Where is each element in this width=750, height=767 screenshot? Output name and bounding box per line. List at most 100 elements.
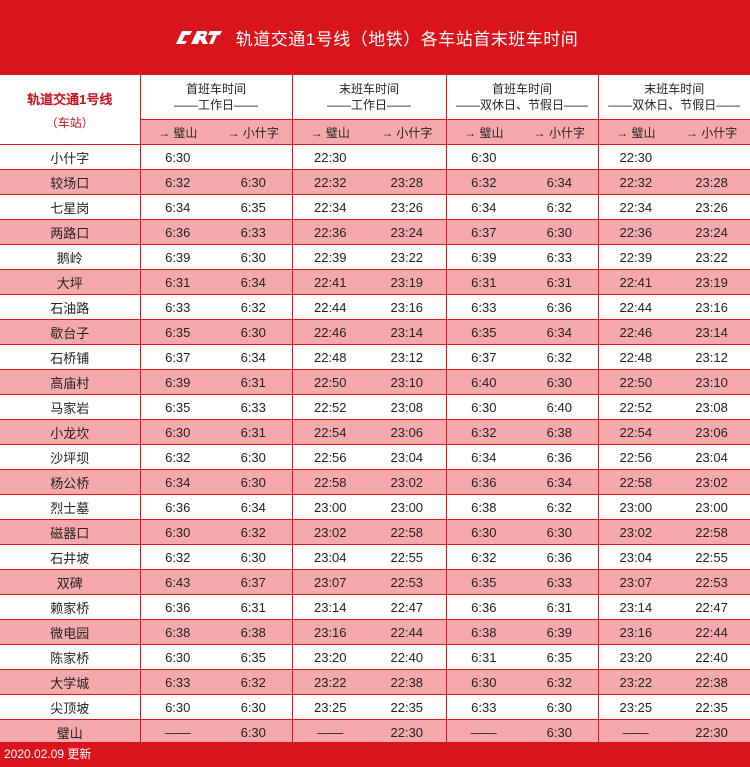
time-cell: 22:46 <box>292 319 369 345</box>
time-cell: 6:33 <box>446 294 522 320</box>
station-name: 陈家桥 <box>0 644 141 670</box>
time-cell: 6:30 <box>521 219 599 245</box>
time-cell: 22:56 <box>292 444 369 470</box>
time-cell: 6:30 <box>446 519 522 545</box>
time-cell: 6:39 <box>521 619 599 645</box>
time-cell: —— <box>140 719 215 744</box>
time-cell: 6:31 <box>215 419 293 445</box>
time-cell: 22:36 <box>598 219 674 245</box>
time-cell: 23:04 <box>368 444 447 470</box>
time-cell: 6:35 <box>215 644 293 670</box>
time-cell: 6:30 <box>140 419 215 445</box>
time-cell: 6:34 <box>446 444 522 470</box>
station-name: 歇台子 <box>0 319 141 345</box>
time-cell: 22:50 <box>292 369 369 395</box>
time-cell: 22:41 <box>292 269 369 295</box>
station-name: 赖家桥 <box>0 594 141 620</box>
time-cell: 6:32 <box>215 519 293 545</box>
time-cell: 23:10 <box>368 369 447 395</box>
time-cell: 6:36 <box>140 494 215 520</box>
station-name: 磁器口 <box>0 519 141 545</box>
time-cell: 22:53 <box>368 569 447 595</box>
time-cell: 22:38 <box>673 669 750 695</box>
time-cell: 6:30 <box>521 719 599 744</box>
station-name: 杨公桥 <box>0 469 141 495</box>
time-cell: 23:02 <box>673 469 750 495</box>
time-cell: 6:34 <box>521 169 599 195</box>
time-cell: 6:30 <box>215 244 293 270</box>
table-row: 较场口 6:32 6:30 22:32 23:28 6:32 6:34 22:32 23:28 <box>0 169 750 195</box>
time-cell: 6:38 <box>521 419 599 445</box>
time-cell: 23:22 <box>598 669 674 695</box>
time-cell: 22:41 <box>598 269 674 295</box>
time-cell: 6:34 <box>140 194 215 220</box>
table-row: 七星岗 6:34 6:35 22:34 23:26 6:34 6:32 22:34 23:26 <box>0 194 750 220</box>
time-cell: 6:37 <box>446 219 522 245</box>
time-cell: 22:55 <box>673 544 750 570</box>
time-cell: 6:37 <box>215 569 293 595</box>
station-name: 小龙坎 <box>0 419 141 445</box>
time-cell: 6:33 <box>140 294 215 320</box>
time-cell: 22:58 <box>368 519 447 545</box>
time-cell: 6:39 <box>446 244 522 270</box>
time-cell: 23:08 <box>673 394 750 420</box>
time-cell: 22:40 <box>368 644 447 670</box>
time-cell: 6:33 <box>215 219 293 245</box>
time-cell: 6:32 <box>215 669 293 695</box>
group-header-weekday-first: 首班车时间 ——工作日—— <box>140 75 293 120</box>
time-cell: 6:30 <box>215 719 293 744</box>
time-cell: 6:32 <box>521 194 599 220</box>
time-cell: 23:14 <box>368 319 447 345</box>
time-cell: 6:40 <box>446 369 522 395</box>
time-cell: 6:31 <box>215 594 293 620</box>
direction-header: → 小什字 <box>215 119 293 145</box>
time-cell: —— <box>446 719 522 744</box>
time-cell: 6:36 <box>521 294 599 320</box>
time-cell: 22:32 <box>598 169 674 195</box>
time-cell: 6:32 <box>140 444 215 470</box>
time-cell: 23:02 <box>292 519 369 545</box>
time-cell: 23:20 <box>598 644 674 670</box>
table-row: 双碑 6:43 6:37 23:07 22:53 6:35 6:33 23:07 22:53 <box>0 569 750 595</box>
time-cell: 23:28 <box>368 169 447 195</box>
time-cell: 6:35 <box>521 644 599 670</box>
table-row: 陈家桥 6:30 6:35 23:20 22:40 6:31 6:35 23:20 22:40 <box>0 644 750 670</box>
time-cell: 6:38 <box>446 619 522 645</box>
table-row: 石油路 6:33 6:32 22:44 23:16 6:33 6:36 22:44 23:16 <box>0 294 750 320</box>
station-name: 微电园 <box>0 619 141 645</box>
time-cell: 23:19 <box>368 269 447 295</box>
time-cell: 6:31 <box>446 269 522 295</box>
time-cell: 6:35 <box>140 394 215 420</box>
time-cell: 22:44 <box>292 294 369 320</box>
time-cell: 6:31 <box>140 269 215 295</box>
time-cell: 23:14 <box>673 319 750 345</box>
time-cell: 6:31 <box>521 269 599 295</box>
page-title: 轨道交通1号线（地铁）各车站首末班车时间 <box>235 30 579 49</box>
time-cell: 6:33 <box>521 244 599 270</box>
table-row: 微电园 6:38 6:38 23:16 22:44 6:38 6:39 23:16 22:44 <box>0 619 750 645</box>
time-cell: 23:25 <box>292 694 369 720</box>
time-cell: 6:34 <box>521 319 599 345</box>
update-footer: 2020.02.09 更新 <box>0 742 750 767</box>
time-cell: 23:12 <box>673 344 750 370</box>
time-cell: 6:38 <box>215 619 293 645</box>
time-cell: 22:53 <box>673 569 750 595</box>
time-cell: 6:32 <box>446 169 522 195</box>
time-cell: 22:44 <box>368 619 447 645</box>
table-row: 石桥铺 6:37 6:34 22:48 23:12 6:37 6:32 22:48 23:12 <box>0 344 750 370</box>
time-cell: 6:39 <box>140 369 215 395</box>
time-cell: 23:02 <box>368 469 447 495</box>
time-cell: 6:33 <box>215 394 293 420</box>
time-cell: 22:30 <box>598 144 674 170</box>
time-cell: 6:36 <box>140 219 215 245</box>
station-name: 双碑 <box>0 569 141 595</box>
station-name: 烈士墓 <box>0 494 141 520</box>
time-cell: 6:30 <box>521 519 599 545</box>
station-name: 石桥铺 <box>0 344 141 370</box>
time-cell: 6:37 <box>140 344 215 370</box>
time-cell: 6:36 <box>521 444 599 470</box>
table-row: 大学城 6:33 6:32 23:22 22:38 6:30 6:32 23:22 22:38 <box>0 669 750 695</box>
time-cell: 6:32 <box>446 544 522 570</box>
time-cell: 22:54 <box>598 419 674 445</box>
group-header-row: 轨道交通1号线 （车站） 首班车时间 ——工作日—— 末班车时间 ——工作日——… <box>0 75 750 145</box>
